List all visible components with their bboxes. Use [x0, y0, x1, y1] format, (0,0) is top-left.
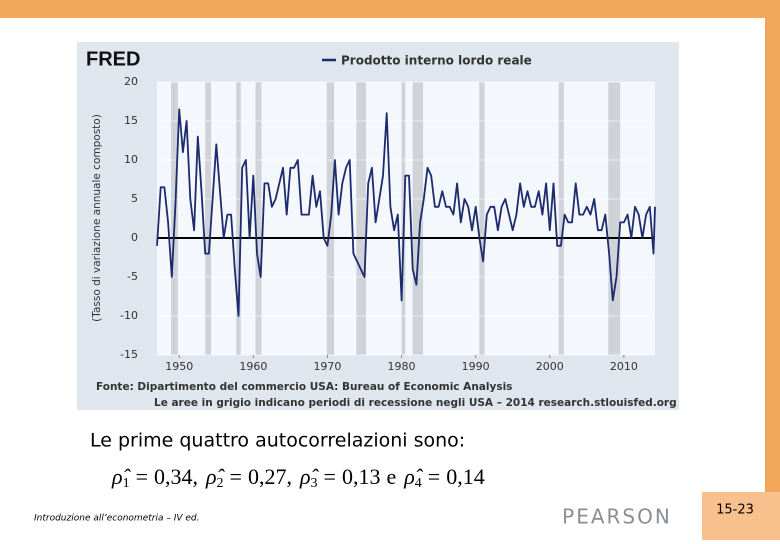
subscript: 4: [415, 476, 422, 491]
y-tick-label: -15: [120, 348, 138, 361]
y-tick-label: -10: [120, 309, 138, 322]
x-tick-label: 2010: [610, 360, 638, 373]
equals: =: [230, 464, 242, 489]
page-number: 15-23: [716, 503, 754, 518]
logo: FRED: [86, 48, 140, 70]
recession-band: [479, 82, 485, 355]
subscript: 3: [311, 476, 318, 491]
autocorrelation-value: 0,13: [342, 464, 381, 489]
y-tick-label: -5: [127, 270, 138, 283]
recession-band: [205, 82, 212, 355]
x-tick-label: 1960: [239, 360, 267, 373]
recession-band: [558, 82, 564, 355]
recession-band: [255, 82, 262, 355]
x-tick-label: 1950: [165, 360, 193, 373]
recession-band: [356, 82, 366, 355]
top-bar: [0, 0, 780, 18]
autocorrelation-value: 0,34: [154, 464, 193, 489]
equals: =: [324, 464, 336, 489]
series-line: [156, 108, 656, 317]
formula: ρ̂1 = 0,34, ρ̂2 = 0,27, ρ̂3 = 0,13 e ρ̂4 = 0,14: [111, 464, 485, 491]
page-box: [702, 492, 780, 540]
publisher: PEARSON: [562, 505, 672, 529]
y-axis-label: (Tasso di variazione annuale composto): [91, 114, 103, 322]
y-tick-label: 15: [124, 114, 138, 127]
y-tick-label: 5: [131, 192, 138, 205]
y-tick-label: 0: [131, 231, 138, 244]
recession-band: [236, 82, 241, 355]
x-tick-label: 1990: [462, 360, 490, 373]
right-bar: [765, 0, 780, 540]
separator: ,: [192, 464, 198, 489]
source: Fonte: Dipartimento del commercio USA: B…: [96, 381, 512, 393]
autocorrelation-value: 0,27: [248, 464, 287, 489]
recession-band: [608, 82, 621, 355]
separator: ,: [286, 464, 292, 489]
footer: Introduzione all’econometria – IV ed.: [34, 514, 199, 524]
subscript: 1: [123, 476, 130, 491]
y-tick-label: 10: [124, 153, 138, 166]
equals: =: [428, 464, 440, 489]
note: Le aree in grigio indicano periodi di re…: [154, 397, 677, 409]
x-tick-label: 1970: [313, 360, 341, 373]
recession-band: [412, 82, 424, 355]
x-tick-label: 1980: [388, 360, 416, 373]
x-tick-label: 2000: [536, 360, 564, 373]
equals: =: [136, 464, 148, 489]
legend-label: Prodotto interno lordo reale: [341, 54, 532, 68]
y-tick-label: 20: [124, 75, 138, 88]
autocorrelation-value: 0,14: [446, 464, 485, 489]
slide-text: Le prime quattro autocorrelazioni sono:: [90, 430, 465, 452]
subscript: 2: [217, 476, 224, 491]
separator: e: [386, 464, 396, 489]
